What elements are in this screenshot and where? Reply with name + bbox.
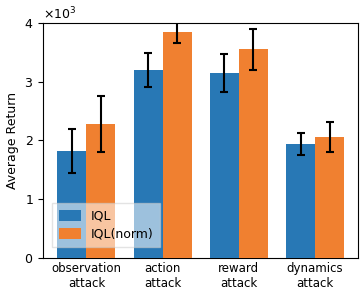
Legend: IQL, IQL(norm): IQL, IQL(norm)	[52, 203, 160, 247]
Bar	[210, 73, 239, 258]
Y-axis label: Average Return: Average Return	[5, 92, 19, 189]
Bar	[163, 31, 191, 258]
Bar	[286, 144, 315, 258]
Bar	[315, 137, 344, 258]
Bar	[86, 124, 115, 258]
Bar	[58, 151, 86, 258]
Bar	[239, 49, 268, 258]
Bar	[134, 70, 163, 258]
